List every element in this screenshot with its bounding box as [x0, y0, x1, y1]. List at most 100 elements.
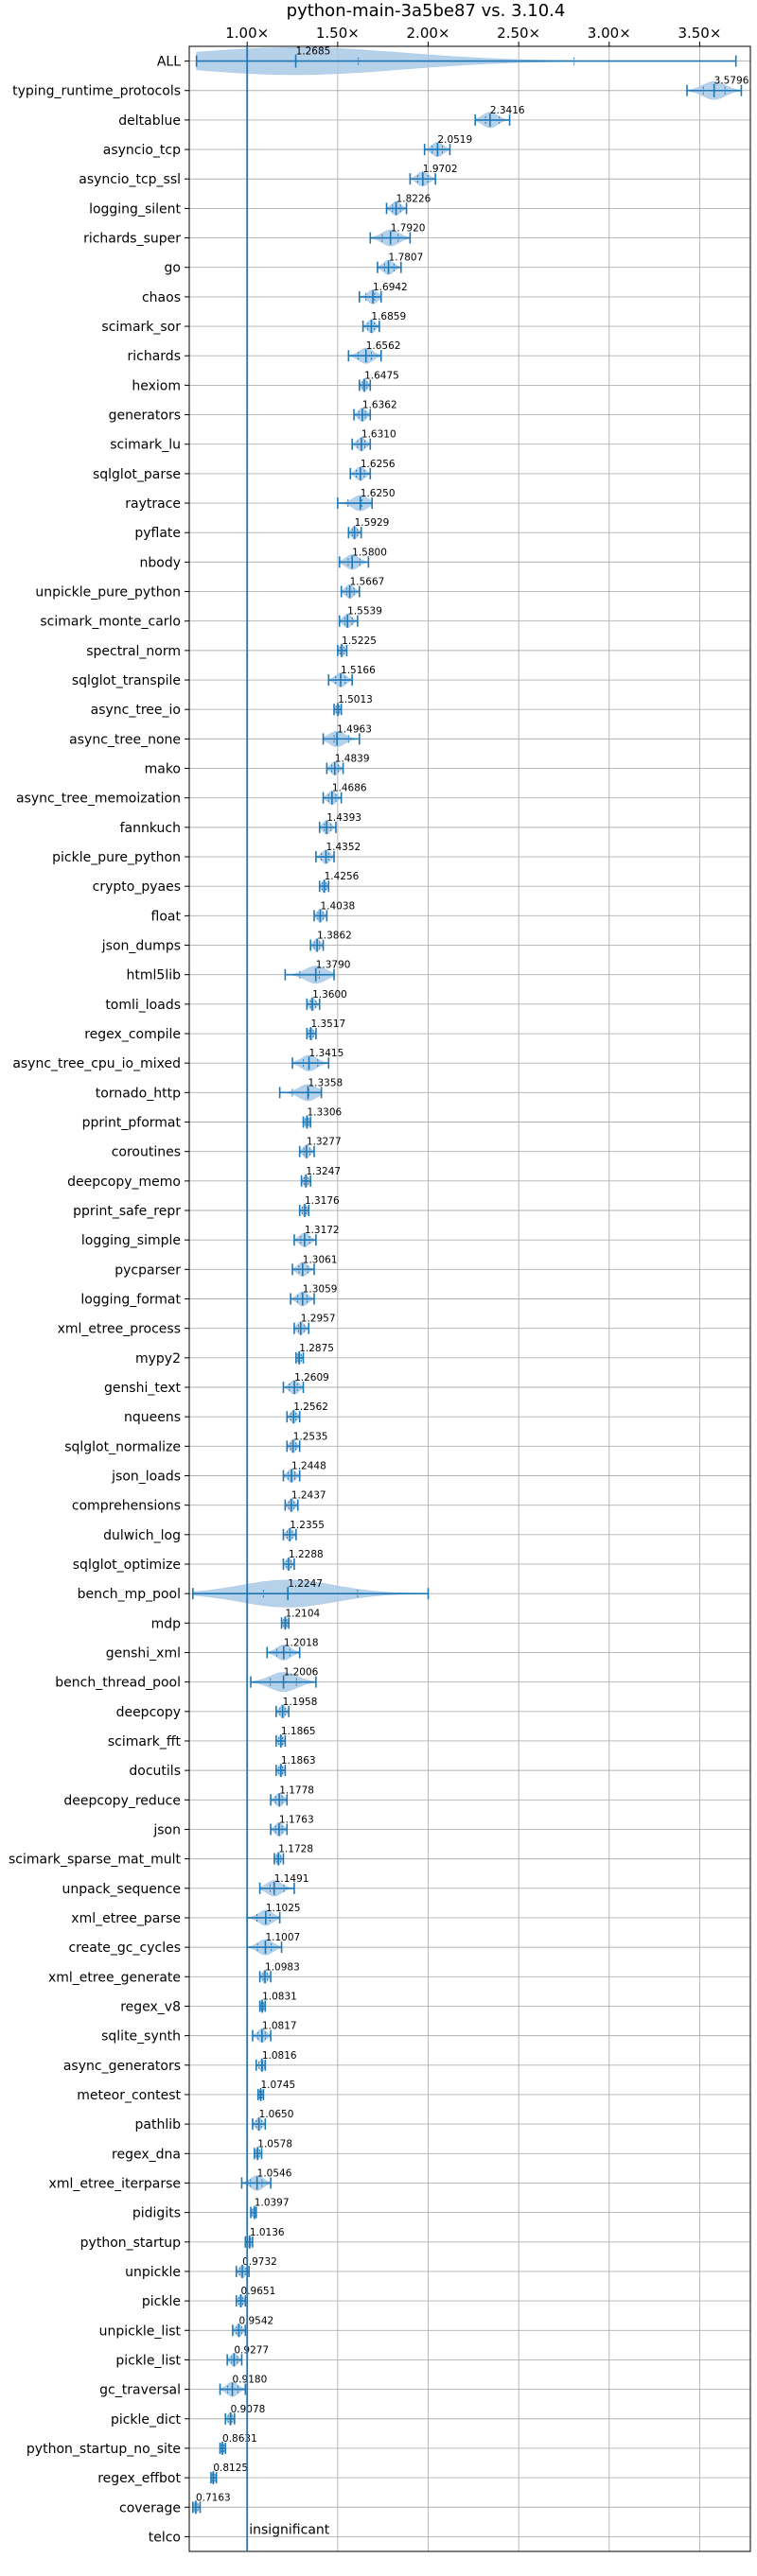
violin-mako: 1.4839 [326, 754, 370, 775]
violin-xml_etree_process: 1.2957 [293, 1314, 336, 1335]
violin-sqlglot_optimize: 1.2288 [282, 1549, 324, 1572]
category-label: fannkuch [120, 821, 181, 836]
violin-logging_format: 1.3059 [290, 1284, 337, 1307]
data-label: 1.1863 [281, 1755, 316, 1767]
violin-pidigits: 1.0397 [250, 2198, 290, 2219]
category-label: regex_compile [84, 1027, 181, 1042]
data-label: 1.0817 [262, 2021, 297, 2032]
category-label: pickle [142, 2294, 181, 2309]
data-label: 1.5539 [347, 606, 382, 618]
category-label-layer: ALL typing_runtime_protocols deltablue asyn… [9, 55, 181, 2546]
violin-scimark_sparse_mat_mult: 1.1728 [273, 1844, 313, 1866]
category-label: sqlglot_optimize [73, 1558, 181, 1573]
data-label: 1.2104 [285, 1608, 320, 1619]
violin-richards_super: 1.7920 [369, 223, 425, 247]
category-label: deepcopy [116, 1705, 181, 1720]
violin-html5lib: 1.3790 [284, 960, 350, 984]
violin-fannkuch: 1.4393 [318, 812, 361, 835]
category-label: sqlite_synth [101, 2029, 181, 2045]
category-label: chaos [142, 290, 181, 305]
data-label: 0.8631 [222, 2433, 257, 2445]
data-label: 0.9732 [242, 2256, 277, 2268]
violin-typing_runtime_protocols: 3.5796 [686, 76, 749, 100]
x-tick-label: 1.00× [225, 25, 269, 42]
category-label: async_generators [63, 2059, 181, 2074]
category-label: pidigits [132, 2206, 181, 2221]
category-label: pycparser [114, 1262, 181, 1278]
violin-unpickle_list: 0.9542 [232, 2315, 273, 2338]
violin-mdp: 1.2104 [280, 1608, 321, 1630]
violin-pickle_dict: 0.9078 [224, 2404, 265, 2426]
data-label: 2.0519 [437, 134, 472, 146]
category-label: pathlib [135, 2117, 182, 2132]
data-label: 1.3306 [307, 1107, 342, 1119]
violin-hexiom: 1.6475 [359, 370, 399, 392]
category-label: unpickle_pure_python [35, 585, 181, 600]
data-label: 1.6942 [373, 282, 408, 293]
insignificant-annotation: insignificant [249, 2522, 330, 2537]
data-label: 1.1865 [281, 1726, 316, 1737]
category-label: json_dumps [101, 939, 181, 954]
category-label: pickle_pure_python [52, 850, 181, 865]
category-label: gc_traversal [99, 2383, 181, 2398]
data-label: 0.9180 [233, 2375, 268, 2386]
category-label: deltablue [118, 113, 181, 129]
data-label: 1.2685 [296, 46, 331, 58]
category-label: typing_runtime_protocols [12, 84, 181, 99]
data-label: 2.3416 [490, 105, 525, 116]
category-label: xml_etree_process [58, 1322, 181, 1337]
category-label: xml_etree_parse [71, 1911, 181, 1926]
data-label: 1.3059 [303, 1284, 338, 1296]
category-label: richards_super [83, 232, 181, 247]
data-label: 1.6562 [366, 340, 401, 352]
category-label: deepcopy_memo [67, 1175, 181, 1190]
category-label: python_startup_no_site [26, 2442, 181, 2457]
category-label: asyncio_tcp_ssl [79, 172, 181, 187]
data-label: 1.7807 [389, 252, 424, 264]
violin-regex_effbot: 0.8125 [210, 2463, 248, 2485]
data-label: 1.3517 [310, 1018, 345, 1030]
category-label: docutils [129, 1764, 181, 1779]
category-label: async_tree_io [91, 703, 181, 718]
violin-meteor_contest: 1.0745 [256, 2080, 295, 2101]
violin-docutils: 1.1863 [275, 1755, 316, 1778]
category-label: async_tree_cpu_io_mixed [12, 1056, 181, 1071]
category-label: coroutines [112, 1145, 181, 1160]
category-label: float [151, 909, 182, 924]
category-label: html5lib [127, 968, 182, 983]
data-label: 0.9651 [241, 2286, 276, 2297]
data-label: 1.5225 [342, 635, 377, 647]
violin-raytrace: 1.6250 [337, 488, 396, 512]
violin-pyflate: 1.5929 [347, 517, 389, 540]
data-label: 1.2355 [290, 1520, 325, 1531]
category-label: pickle_dict [111, 2412, 182, 2428]
violin-create_gc_cycles: 1.1007 [246, 1932, 300, 1956]
data-label: 1.0136 [250, 2227, 285, 2238]
data-label: 1.2006 [284, 1667, 319, 1679]
category-label: comprehensions [72, 1499, 181, 1514]
data-label: 1.4963 [337, 723, 372, 735]
data-label: 3.5796 [714, 76, 749, 87]
data-label: 1.6859 [371, 311, 406, 322]
category-label: dulwich_log [103, 1528, 181, 1543]
category-label: genshi_text [104, 1381, 182, 1396]
x-tick-label: 2.00× [407, 25, 450, 42]
category-label: sqlglot_parse [93, 467, 181, 482]
category-label: unpickle_list [99, 2324, 182, 2339]
violin-ALL: 1.2685 [195, 46, 737, 76]
x-tick-label: 3.00× [588, 25, 631, 42]
data-label: 1.3600 [312, 989, 347, 1001]
category-label: scimark_monte_carlo [40, 615, 181, 630]
category-label: tomli_loads [105, 998, 181, 1013]
data-label: 1.2609 [294, 1372, 329, 1384]
violin-deepcopy_memo: 1.3247 [300, 1166, 341, 1188]
data-label: 1.4352 [326, 842, 361, 853]
category-label: tornado_http [96, 1086, 181, 1101]
data-label: 1.3176 [305, 1195, 340, 1207]
violin-logging_simple: 1.3172 [293, 1225, 340, 1247]
category-label: unpack_sequence [62, 1882, 181, 1897]
violin-deepcopy: 1.1958 [275, 1697, 317, 1718]
data-label: 1.6256 [361, 459, 396, 470]
data-label: 1.0816 [262, 2050, 297, 2062]
violin-sqlglot_parse: 1.6256 [349, 459, 396, 481]
